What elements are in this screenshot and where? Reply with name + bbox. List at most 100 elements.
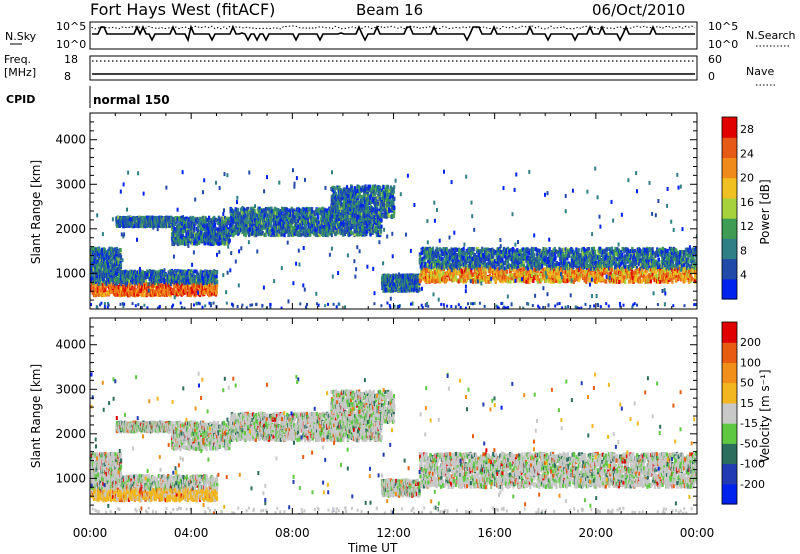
echo-cell: [261, 221, 264, 226]
echo-cell: [373, 219, 376, 224]
echo-cell: [200, 235, 203, 240]
echo-cell: [277, 217, 280, 222]
echo-cell: [192, 223, 195, 228]
echo-cell: [341, 220, 344, 225]
echo-cell: [273, 222, 276, 227]
echo-cell: [286, 229, 290, 234]
echo-cell: [91, 258, 94, 262]
echo-cell: [102, 283, 105, 288]
echo-cell: [204, 284, 207, 289]
echo-cell: [205, 236, 209, 241]
echo-cell: [290, 227, 293, 232]
echo-cell: [248, 219, 251, 224]
echo-cell: [98, 292, 101, 297]
echo-cell: [248, 231, 251, 236]
echo-cell: [237, 223, 240, 228]
echo-cell: [349, 225, 352, 230]
echo-cell: [168, 283, 171, 288]
echo-cell: [122, 224, 126, 229]
echo-cell: [170, 216, 173, 221]
echo-cell: [220, 233, 223, 238]
echo-cell: [214, 232, 217, 237]
echo-cell: [324, 208, 327, 213]
echo-cell: [305, 209, 308, 214]
echo-cell: [353, 229, 357, 234]
echo-cell: [215, 290, 218, 295]
echo-cell: [196, 271, 199, 276]
echo-cell: [297, 218, 300, 223]
echo-cell: [90, 255, 93, 260]
echo-cell: [116, 292, 119, 297]
echo-cell: [340, 230, 343, 235]
echo-cell: [118, 275, 121, 280]
echo-cell: [231, 209, 234, 213]
echo-cell: [228, 238, 231, 243]
echo-cell: [160, 275, 163, 280]
echo-cell: [223, 223, 226, 228]
echo-cell: [151, 293, 154, 298]
echo-cell: [213, 269, 216, 274]
echo-cell: [114, 284, 117, 289]
echo-cell: [270, 206, 273, 211]
echo-cell: [194, 277, 197, 282]
nave-label: Nave: [746, 65, 774, 78]
echo-cell: [190, 287, 193, 292]
echo-cell: [210, 285, 213, 290]
echo-cell: [292, 212, 295, 217]
echo-cell: [189, 215, 192, 220]
echo-cell: [331, 217, 334, 222]
cpid-program: normal 150: [93, 93, 170, 107]
echo-cell: [277, 220, 280, 225]
echo-cell: [170, 219, 173, 224]
nsearch-label: N.Search: [746, 29, 796, 42]
echo-cell: [215, 226, 218, 231]
echo-cell: [144, 274, 147, 279]
echo-cell: [303, 221, 306, 226]
echo-cell: [227, 219, 230, 224]
power-echoes: [90, 166, 697, 309]
echo-cell: [356, 217, 359, 222]
echo-cell: [159, 272, 162, 276]
nsearch-trace: [91, 25, 696, 30]
echo-cell: [92, 283, 95, 288]
echo-cell: [353, 232, 356, 237]
echo-cell: [107, 251, 110, 256]
echo-cell: [247, 228, 250, 233]
echo-cell: [319, 230, 322, 235]
echo-cell: [119, 263, 123, 268]
echo-cell: [342, 219, 345, 224]
echo-cell: [185, 283, 188, 288]
echo-cell: [320, 228, 323, 233]
echo-cell: [199, 239, 202, 244]
echo-cell: [103, 256, 106, 261]
echo-cell: [168, 278, 171, 283]
echo-cell: [206, 271, 209, 276]
echo-cell: [207, 281, 210, 286]
echo-cell: [351, 218, 354, 223]
echo-cell: [101, 247, 104, 252]
echo-cell: [256, 213, 259, 218]
echo-cell: [129, 275, 132, 280]
echo-cell: [198, 291, 201, 296]
echo-cell: [171, 273, 174, 278]
cpid-panel: CPID normal 150: [6, 86, 170, 108]
echo-cell: [107, 261, 110, 266]
echo-cell: [183, 273, 186, 278]
echo-cell: [365, 232, 368, 237]
echo-cell: [197, 241, 201, 245]
echo-cell: [328, 225, 331, 229]
echo-cell: [193, 224, 196, 229]
echo-cell: [318, 207, 321, 212]
echo-cell: [196, 216, 199, 221]
freq-label: Freq.: [4, 53, 31, 66]
echo-cell: [309, 232, 312, 237]
echo-cell: [112, 280, 115, 285]
echo-cell: [375, 221, 378, 226]
echo-cell: [173, 230, 176, 235]
echo-cell: [95, 265, 98, 270]
echo-cell: [122, 292, 126, 297]
echo-cell: [121, 273, 124, 278]
echo-cell: [195, 238, 198, 243]
echo-cell: [210, 242, 213, 246]
